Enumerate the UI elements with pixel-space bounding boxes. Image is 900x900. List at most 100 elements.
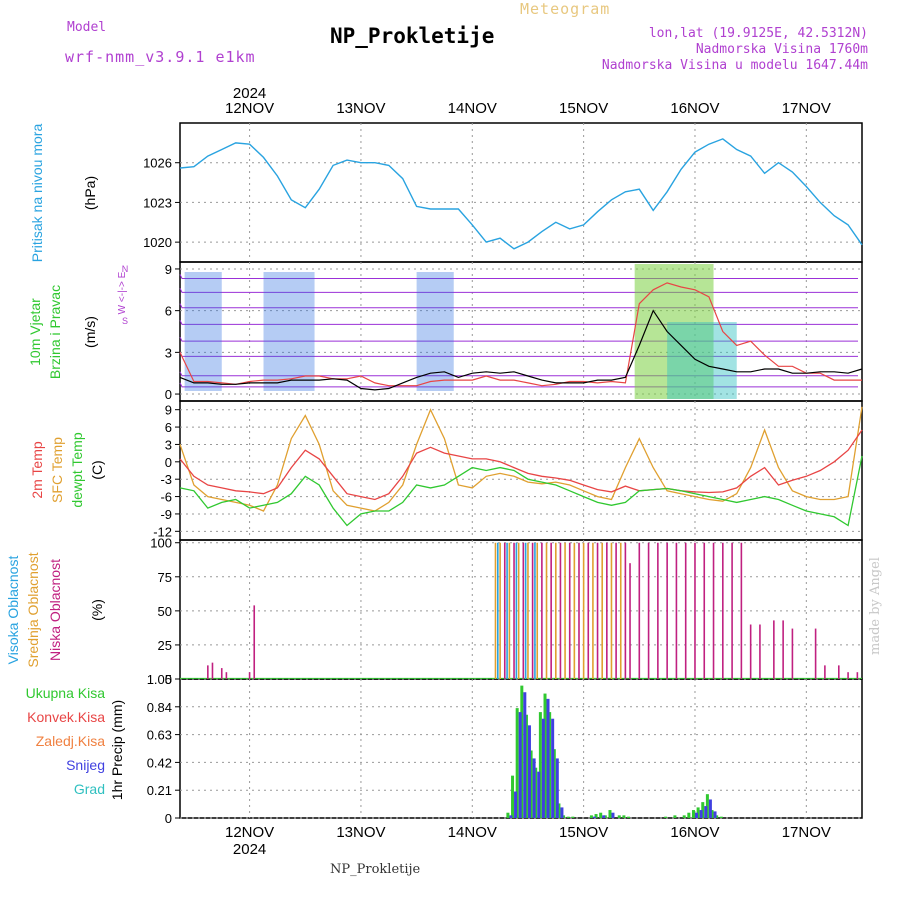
elevation-label: Nadmorska Visina 1760m bbox=[695, 42, 868, 57]
sfctemp-axis-label: SFC Temp bbox=[49, 437, 65, 503]
precip-bar bbox=[719, 816, 723, 818]
precip-bar bbox=[551, 718, 555, 818]
x-tick-label-top: 15NOV bbox=[559, 100, 608, 117]
y-tick-label: 1020 bbox=[143, 235, 172, 250]
wind-compass-label: W <-|-> E bbox=[117, 271, 128, 314]
precip-bar bbox=[617, 815, 621, 818]
footer-station: NP_Prokletije bbox=[330, 862, 421, 877]
pressure-axis-label: Pritisak na nivou mora bbox=[29, 124, 45, 263]
precip-bar bbox=[529, 750, 533, 818]
x-tick-label-bottom: 15NOV bbox=[559, 824, 608, 841]
precip-bar bbox=[537, 771, 541, 818]
precip-bar bbox=[696, 807, 700, 818]
y-tick-label: 0 bbox=[165, 455, 172, 470]
pressure-unit-label: (hPa) bbox=[82, 176, 98, 210]
wind-barb-row bbox=[179, 288, 858, 293]
precip-bar bbox=[514, 791, 518, 818]
cloud-high-label: Visoka Oblacnost bbox=[5, 556, 21, 665]
precip-legend-item: Snijeg bbox=[66, 757, 105, 773]
precip-bar bbox=[592, 816, 596, 818]
precip-bar bbox=[515, 708, 519, 818]
wind-barb-row bbox=[179, 303, 858, 309]
panel-frame-pressure bbox=[179, 122, 863, 263]
y-tick-label: 0.63 bbox=[147, 728, 172, 743]
precip-bar bbox=[701, 802, 705, 818]
wind-barb-row bbox=[179, 382, 858, 388]
precip-bar bbox=[710, 810, 714, 818]
precip-bar bbox=[557, 803, 561, 818]
wind-gust-line bbox=[179, 282, 862, 387]
wind-barb-region bbox=[416, 272, 454, 391]
precip-bar bbox=[534, 767, 538, 818]
precip-bar bbox=[589, 815, 593, 818]
precip-bar bbox=[622, 815, 626, 818]
y-tick-label: 100 bbox=[150, 536, 172, 551]
precip-legend-item: Ukupna Kisa bbox=[26, 685, 106, 701]
precip-bar bbox=[546, 698, 550, 818]
precip-bar bbox=[511, 775, 515, 818]
wind-barb-row bbox=[179, 320, 858, 325]
year-label-bottom: 2024 bbox=[233, 841, 266, 858]
model-name: wrf-nmm_v3.9.1 e1km bbox=[65, 48, 256, 66]
precip-bar bbox=[566, 816, 570, 818]
precip-legend-item: Grad bbox=[74, 781, 105, 797]
wind-barb-region bbox=[667, 322, 737, 399]
precip-bar bbox=[524, 714, 528, 818]
y-tick-label: -6 bbox=[160, 490, 172, 505]
precip-bar bbox=[715, 815, 719, 818]
precip-bar bbox=[543, 693, 547, 818]
y-tick-label: -3 bbox=[160, 472, 172, 487]
wind-barb-row bbox=[179, 371, 858, 377]
precip-bar bbox=[704, 806, 708, 818]
cloud-low-label: Niska Oblacnost bbox=[47, 559, 63, 661]
y-tick-label: 0.42 bbox=[147, 755, 172, 770]
precip-bar bbox=[694, 812, 698, 818]
wind-compass-n: N bbox=[122, 264, 129, 274]
precip-bar bbox=[532, 758, 536, 818]
wind-compass-s: S bbox=[122, 316, 128, 326]
precip-bar bbox=[603, 815, 607, 818]
y-tick-label: 3 bbox=[165, 437, 172, 452]
wind-axis-label: Brzina i Pravac bbox=[47, 285, 63, 379]
wind-barb-row bbox=[179, 274, 858, 279]
cloud-mid-label: Srednja Oblacnost bbox=[25, 552, 41, 667]
wind-barb-row bbox=[179, 352, 858, 357]
precip-bar bbox=[571, 816, 575, 818]
wind-barb-region bbox=[634, 264, 714, 399]
wind-barb-region bbox=[263, 272, 315, 391]
precip-bar bbox=[594, 814, 598, 818]
y-tick-label: 1.05 bbox=[147, 672, 172, 687]
y-tick-label: 1026 bbox=[143, 156, 172, 171]
y-tick-label: 0 bbox=[165, 811, 172, 826]
precip-bar bbox=[713, 811, 717, 818]
precip-bar bbox=[527, 725, 531, 818]
precip-bar bbox=[708, 799, 712, 818]
x-tick-label-bottom: 12NOV bbox=[225, 824, 274, 841]
y-tick-label: 0 bbox=[165, 387, 172, 402]
pressure-line bbox=[179, 138, 863, 250]
precip-bar bbox=[506, 812, 510, 818]
wind-barb-row bbox=[179, 336, 858, 342]
precip-bar bbox=[541, 718, 545, 818]
x-tick-label-top: 12NOV bbox=[225, 100, 274, 117]
x-tick-label-bottom: 14NOV bbox=[448, 824, 497, 841]
precip-bar bbox=[560, 807, 564, 818]
wind-speed-line bbox=[179, 309, 863, 391]
y-tick-label: 50 bbox=[158, 604, 172, 619]
wind-axis-label: 10m Vjetar bbox=[27, 298, 43, 366]
temp2m-axis-label: 2m Temp bbox=[29, 441, 45, 499]
precip-legend-item: Konvek.Kisa bbox=[27, 709, 105, 725]
precip-bar bbox=[555, 758, 559, 818]
precip-bar bbox=[673, 815, 677, 818]
precip-bar bbox=[608, 810, 612, 818]
y-tick-label: 1023 bbox=[143, 195, 172, 210]
precip-bar bbox=[509, 815, 513, 818]
precip-bar bbox=[691, 810, 695, 818]
x-tick-label-top: 14NOV bbox=[448, 100, 497, 117]
precip-bar bbox=[699, 810, 703, 818]
dewpt-axis-label: dewpt Temp bbox=[69, 432, 85, 507]
precip-bar bbox=[611, 812, 615, 818]
precip-bar bbox=[520, 685, 524, 818]
precip-bar bbox=[705, 794, 709, 818]
